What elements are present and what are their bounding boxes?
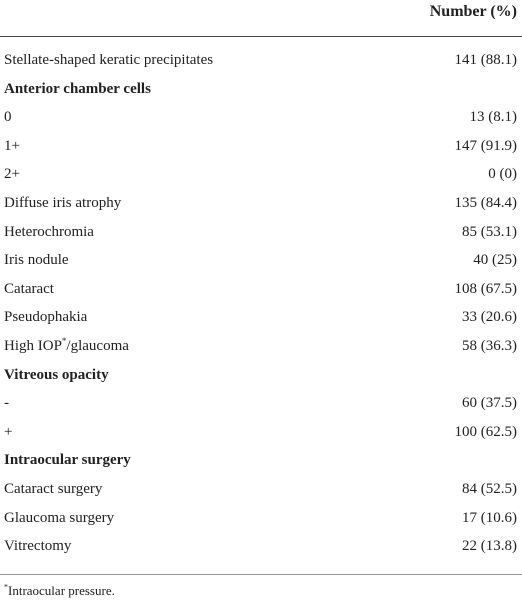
row-value: 22 (13.8): [462, 538, 517, 555]
section-heading: Intraocular surgery: [4, 452, 131, 469]
table-row: Diffuse iris atrophy 135 (84.4): [0, 190, 522, 219]
row-value: 100 (62.5): [454, 423, 518, 440]
row-label: Cataract: [4, 280, 54, 297]
row-label: Heterochromia: [4, 223, 94, 240]
row-value: 84 (52.5): [462, 480, 517, 497]
row-value: 33 (20.6): [462, 309, 517, 326]
table-row: Glaucoma surgery 17 (10.6): [0, 505, 522, 534]
row-value: 17 (10.6): [462, 509, 517, 526]
table-row: 2+ 0 (0): [0, 161, 522, 190]
section-heading-row: Intraocular surgery: [0, 447, 522, 476]
table-row: Cataract surgery 84 (52.5): [0, 476, 522, 505]
table-footnote: *Intraocular pressure.: [4, 583, 115, 599]
table-row: Pseudophakia 33 (20.6): [0, 304, 522, 333]
row-label: Glaucoma surgery: [4, 509, 115, 526]
row-label: Vitrectomy: [4, 538, 72, 555]
row-label: Pseudophakia: [4, 309, 88, 326]
footnote-mark: *: [4, 582, 8, 592]
table-row: Stellate-shaped keratic precipitates 141…: [0, 47, 522, 76]
table-header-row: Number (%): [0, 0, 522, 36]
row-label: +: [4, 423, 13, 440]
table-row: 0 13 (8.1): [0, 104, 522, 133]
row-label: 0: [4, 109, 12, 126]
table-row: 1+ 147 (91.9): [0, 133, 522, 162]
row-label-main: High IOP: [4, 337, 62, 354]
table-row: - 60 (37.5): [0, 390, 522, 419]
row-label-tail: /glaucoma: [66, 337, 129, 354]
table-bottom-divider: [0, 574, 522, 575]
row-value: 60 (37.5): [462, 395, 517, 412]
footnote-marker: *: [61, 335, 67, 346]
clinical-features-table: Number (%) Stellate-shaped keratic preci…: [0, 0, 522, 562]
table-row: + 100 (62.5): [0, 419, 522, 448]
row-value: 13 (8.1): [469, 109, 518, 126]
section-heading: Vitreous opacity: [4, 366, 109, 383]
row-value: 147 (91.9): [454, 137, 518, 154]
row-value: 40 (25): [473, 252, 517, 269]
row-label: High IOP*/glaucoma: [4, 335, 129, 355]
footnote-text: Intraocular pressure.: [8, 583, 115, 598]
table-row: Vitrectomy 22 (13.8): [0, 533, 522, 562]
row-value: 85 (53.1): [462, 223, 517, 240]
table-body: Stellate-shaped keratic precipitates 141…: [0, 37, 522, 562]
section-heading: Anterior chamber cells: [4, 80, 151, 97]
section-heading-row: Vitreous opacity: [0, 362, 522, 391]
table-row: Cataract 108 (67.5): [0, 276, 522, 305]
row-value: 108 (67.5): [454, 280, 518, 297]
row-label: Iris nodule: [4, 252, 69, 269]
header-divider: [0, 36, 522, 37]
row-label: 2+: [4, 166, 20, 183]
row-label: 1+: [4, 137, 20, 154]
table-row: Heterochromia 85 (53.1): [0, 219, 522, 248]
section-heading-row: Anterior chamber cells: [0, 76, 522, 105]
row-label: -: [4, 395, 9, 412]
table-row: High IOP*/glaucoma 58 (36.3): [0, 333, 522, 362]
table-row: Iris nodule 40 (25): [0, 247, 522, 276]
row-value: 0 (0): [488, 166, 517, 183]
row-label: Cataract surgery: [4, 480, 103, 497]
row-label: Stellate-shaped keratic precipitates: [4, 52, 214, 68]
column-header-number-percent: Number (%): [429, 3, 517, 20]
row-label: Diffuse iris atrophy: [4, 194, 122, 211]
row-value: 58 (36.3): [462, 337, 517, 354]
row-value: 135 (84.4): [454, 194, 518, 211]
row-value: 141 (88.1): [454, 52, 518, 68]
